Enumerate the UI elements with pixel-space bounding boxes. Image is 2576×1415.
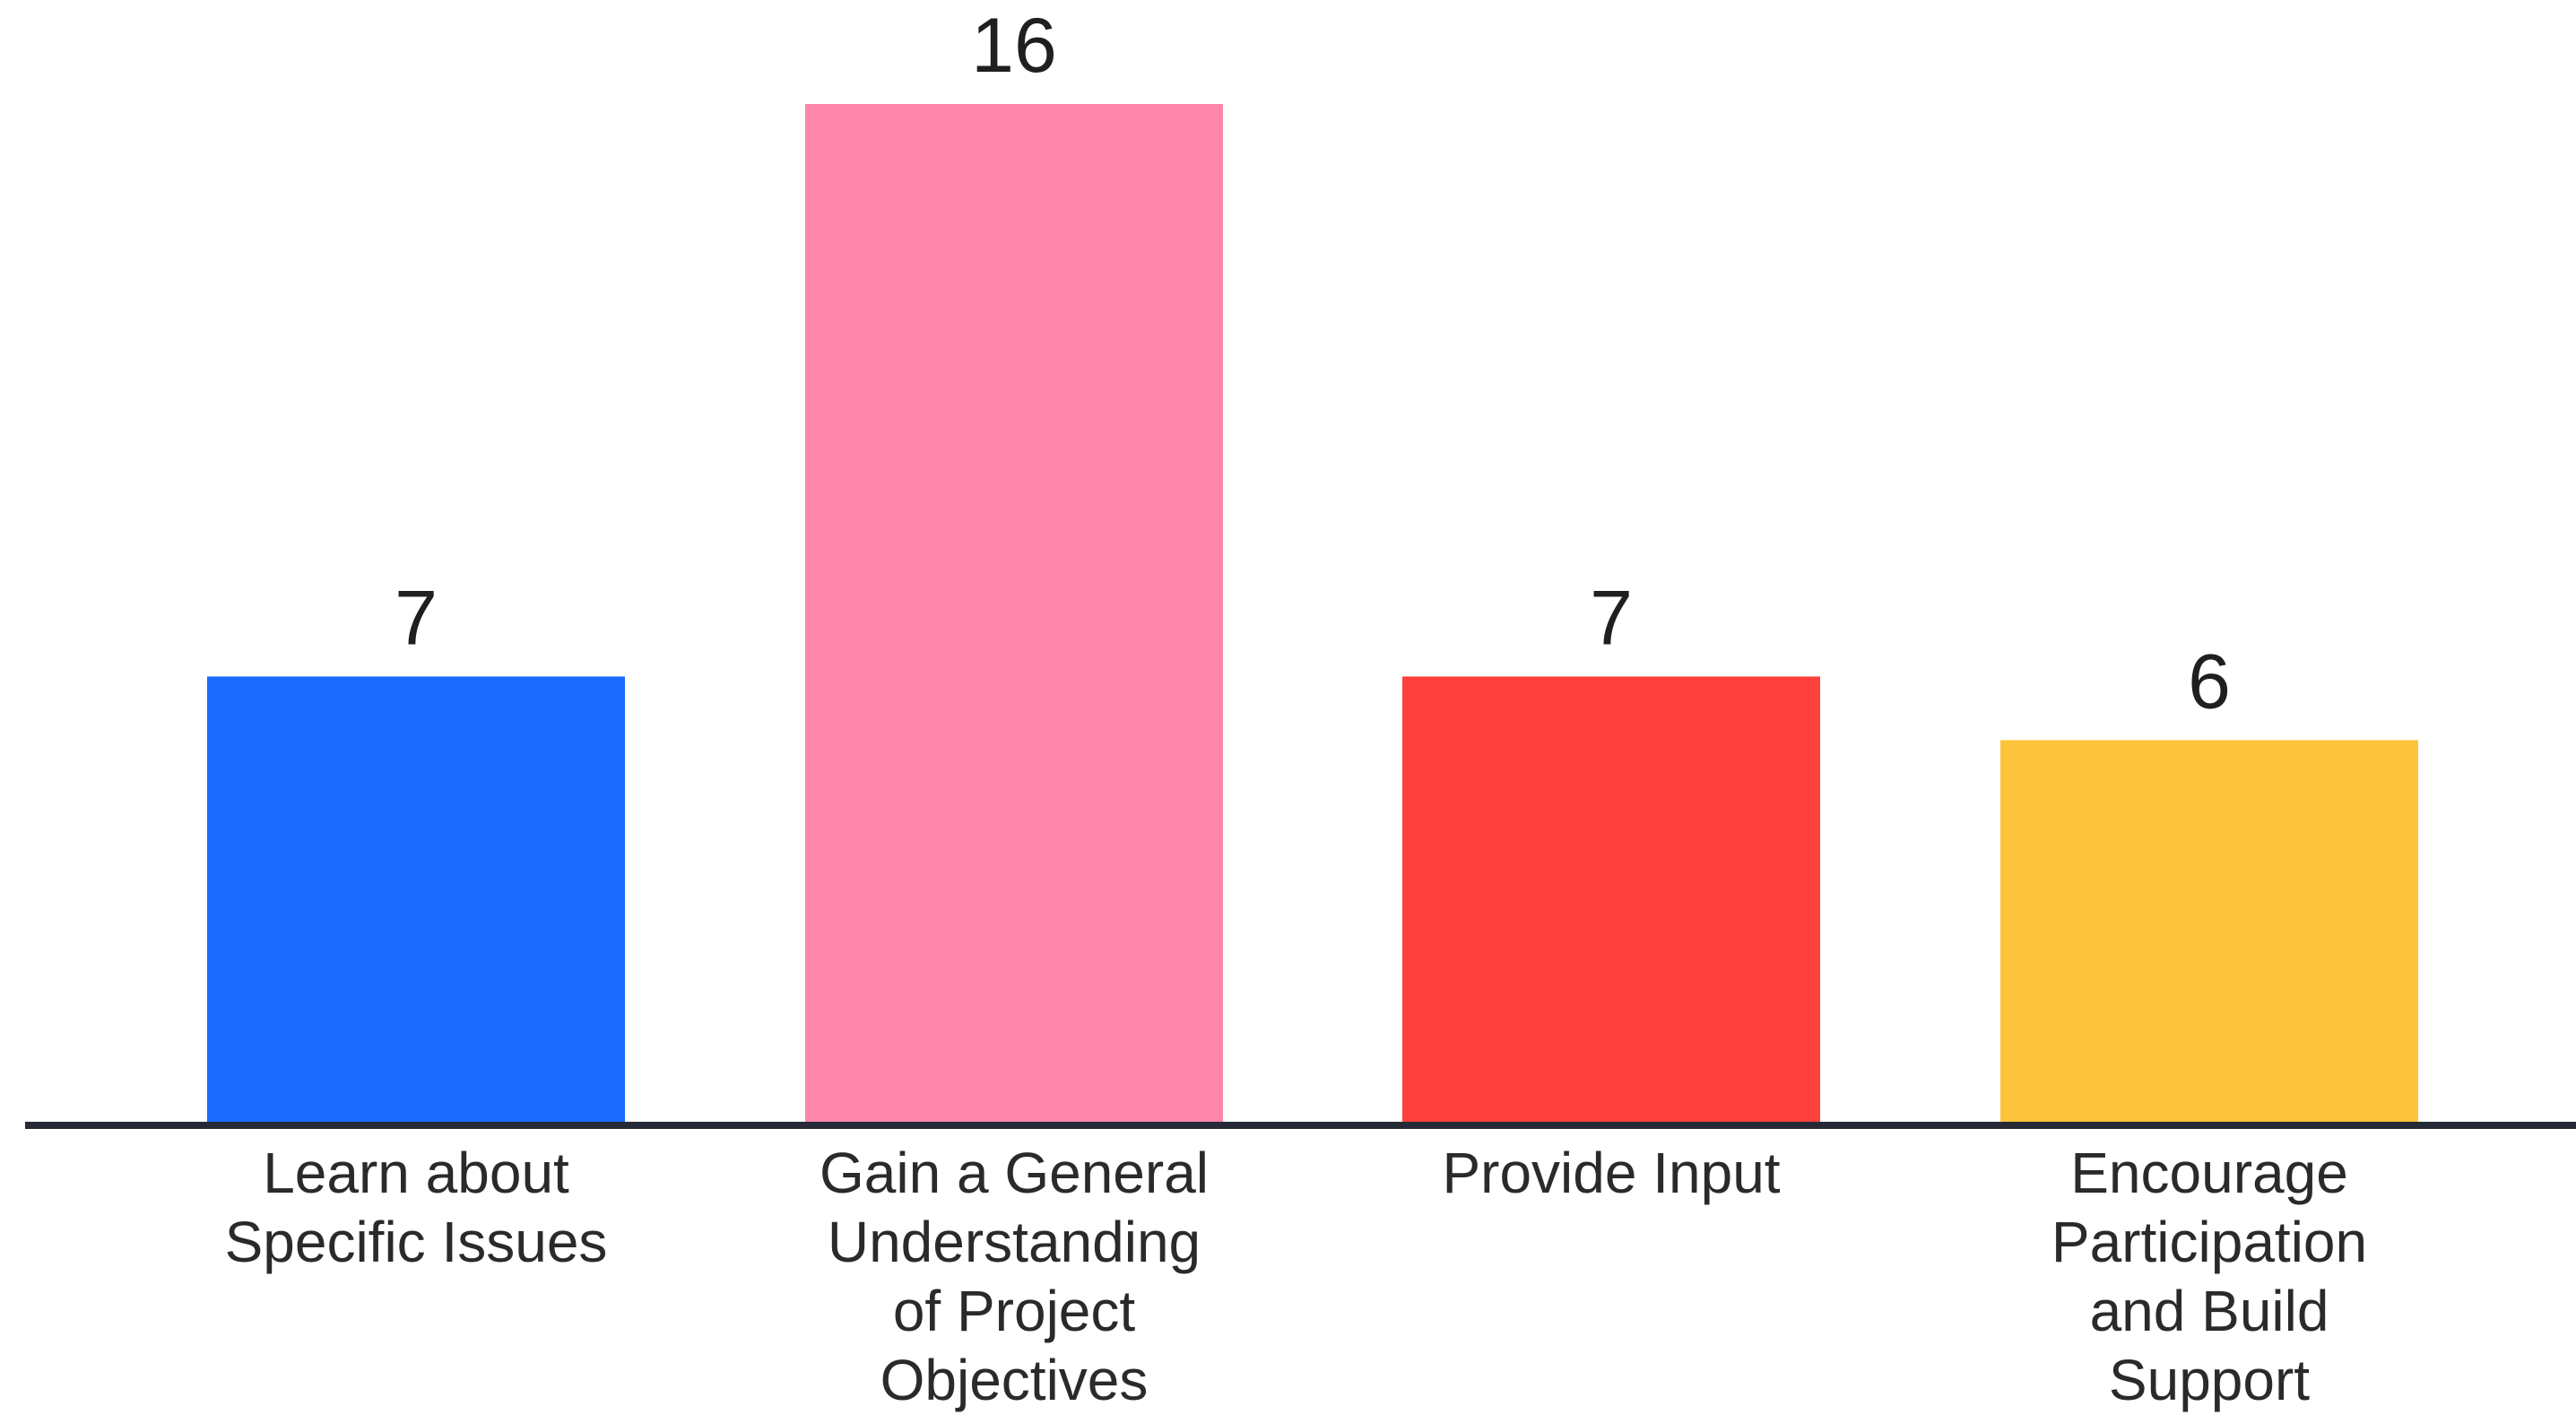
value-label-2: 16 — [971, 3, 1057, 89]
category-label-2: Gain a General Understanding of Project Obj… — [820, 1141, 1209, 1412]
category-label-1-line-1: Learn about — [263, 1141, 569, 1205]
category-label-1: Learn about Specific Issues — [225, 1141, 608, 1274]
category-label-4-line-4: Support — [2109, 1348, 2310, 1412]
category-label-1-line-2: Specific Issues — [225, 1210, 608, 1274]
bars-group — [207, 104, 2418, 1122]
bar-2 — [805, 104, 1223, 1122]
category-label-2-line-2: Understanding — [828, 1210, 1201, 1274]
bar-1 — [207, 676, 625, 1122]
category-label-2-line-1: Gain a General — [820, 1141, 1209, 1205]
category-label-3: Provide Input — [1442, 1141, 1780, 1205]
value-label-1: 7 — [395, 575, 438, 661]
value-labels-group: 7 16 7 6 — [395, 3, 2231, 725]
category-label-4-line-2: Participation — [2051, 1210, 2367, 1274]
bar-3 — [1402, 676, 1820, 1122]
value-label-4: 6 — [2188, 638, 2231, 725]
category-label-2-line-4: Objectives — [880, 1348, 1149, 1412]
category-label-4-line-1: Encourage — [2070, 1141, 2348, 1205]
value-label-3: 7 — [1590, 575, 1633, 661]
bar-4 — [2000, 740, 2418, 1122]
category-label-4: Encourage Participation and Build Support — [2051, 1141, 2367, 1412]
category-labels-group: Learn about Specific Issues Gain a General… — [225, 1141, 2368, 1412]
category-label-2-line-3: of Project — [893, 1279, 1136, 1343]
category-label-3-line-1: Provide Input — [1442, 1141, 1780, 1205]
category-label-4-line-3: and Build — [2090, 1279, 2329, 1343]
